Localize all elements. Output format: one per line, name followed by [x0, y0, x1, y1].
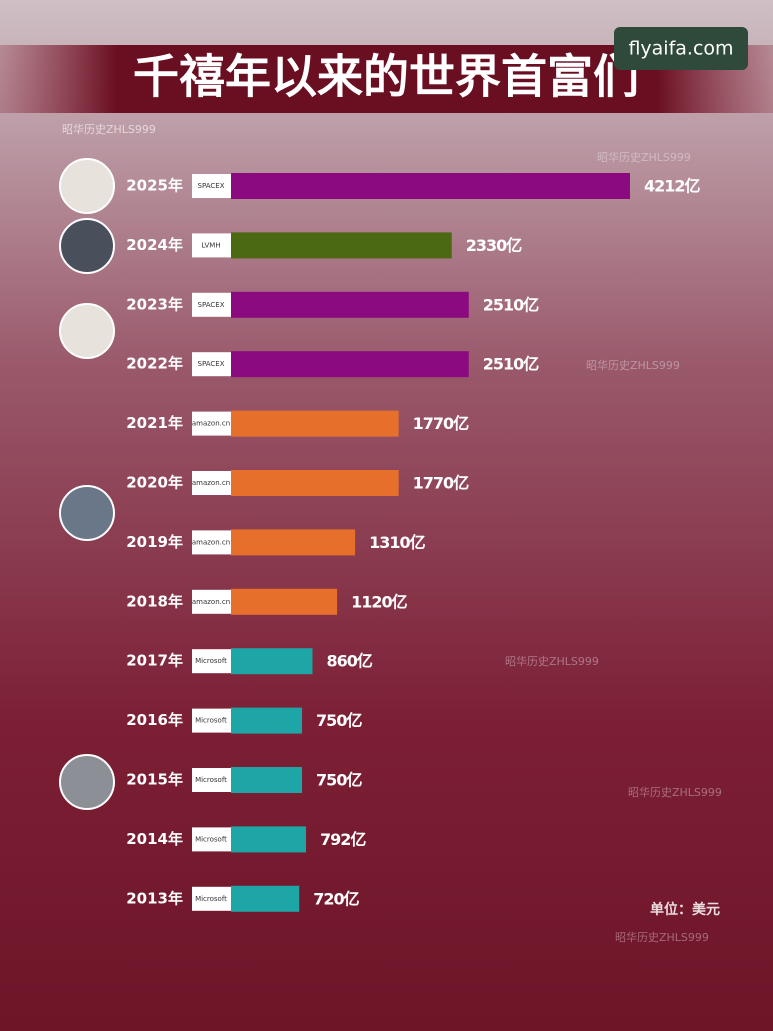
- avatar: [59, 158, 115, 214]
- logo-box: [192, 530, 231, 555]
- category-label: 2018年: [126, 592, 183, 610]
- bar: [231, 588, 338, 615]
- category-label: 2014年: [126, 830, 183, 848]
- value-label: 860亿: [326, 652, 372, 671]
- site-name: flyaifa.com: [628, 38, 733, 60]
- logo-box: [192, 649, 231, 674]
- value-label: 4212亿: [644, 177, 701, 196]
- logo-box: [192, 886, 231, 911]
- category-label: 2015年: [126, 771, 183, 789]
- logo-label: SPACEX: [198, 360, 225, 368]
- watermark: 昭华历史ZHLS999: [615, 930, 709, 944]
- unit-note: 单位：美元: [650, 901, 720, 918]
- value-label: 2510亿: [483, 355, 540, 374]
- category-label: 2013年: [126, 889, 183, 907]
- logo-label: amazon.cn: [192, 420, 230, 428]
- value-label: 1770亿: [413, 414, 470, 433]
- logo-box: [192, 411, 231, 436]
- category-label: 2023年: [126, 295, 183, 313]
- bar: [231, 767, 303, 793]
- watermark: 昭华历史ZHLS999: [628, 785, 722, 799]
- source: 昭华历史ZHLS999: [62, 122, 156, 136]
- avatar: [59, 218, 115, 274]
- category-label: 2017年: [126, 652, 183, 670]
- logo-box: [192, 292, 231, 317]
- category-label: 2019年: [126, 533, 183, 551]
- bar: [231, 648, 313, 675]
- logo-box: [192, 471, 231, 495]
- logo-label: Microsoft: [195, 657, 227, 665]
- value-label: 720亿: [313, 889, 359, 908]
- avatar: [59, 754, 115, 810]
- logo-box: [192, 233, 231, 258]
- bar: [231, 885, 300, 912]
- chart-title: 千禧年以来的世界首富们: [133, 50, 639, 104]
- bar: [231, 410, 399, 437]
- value-label: 2510亿: [483, 295, 540, 314]
- logo-label: SPACEX: [198, 301, 225, 309]
- bar: [231, 470, 399, 496]
- bar: [231, 529, 356, 556]
- watermark: 昭华历史ZHLS999: [505, 654, 599, 668]
- logo-label: Microsoft: [195, 835, 227, 843]
- watermark: 昭华历史ZHLS999: [597, 150, 691, 164]
- avatars: [59, 158, 115, 810]
- logo-label: Microsoft: [195, 776, 227, 784]
- value-label: 1310亿: [369, 533, 426, 552]
- bar: [231, 826, 307, 853]
- logo-box: [192, 708, 231, 733]
- logo-label: amazon.cn: [192, 598, 230, 606]
- logo-label: Microsoft: [195, 717, 227, 725]
- bar: [231, 707, 303, 734]
- value-label: 1120亿: [351, 592, 408, 611]
- bar: [231, 173, 630, 199]
- bar: [231, 291, 469, 318]
- logo-label: amazon.cn: [192, 538, 230, 546]
- logo-box: [192, 768, 231, 792]
- logo-box: [192, 827, 231, 852]
- category-label: 2024年: [126, 236, 183, 254]
- value-label: 750亿: [316, 771, 362, 790]
- category-label: 2021年: [126, 414, 183, 432]
- value-label: 1770亿: [413, 474, 470, 493]
- bar: [231, 232, 452, 259]
- category-label: 2022年: [126, 355, 183, 373]
- logo-label: Microsoft: [195, 895, 227, 903]
- logo-box: [192, 589, 231, 614]
- category-label: 2016年: [126, 711, 183, 729]
- avatar: [59, 303, 115, 359]
- category-label: 2025年: [126, 177, 183, 195]
- logo-box: [192, 174, 231, 198]
- logo-label: amazon.cn: [192, 479, 230, 487]
- logo-label: LVMH: [201, 241, 220, 249]
- bar: [231, 351, 469, 378]
- category-label: 2020年: [126, 474, 183, 492]
- logo-label: SPACEX: [198, 182, 225, 190]
- value-label: 750亿: [316, 711, 362, 730]
- avatar: [59, 485, 115, 541]
- value-label: 792亿: [320, 830, 366, 849]
- watermark: 昭华历史ZHLS999: [586, 358, 680, 372]
- site-badge: [614, 27, 748, 70]
- value-label: 2330亿: [466, 236, 523, 255]
- logo-box: [192, 352, 231, 377]
